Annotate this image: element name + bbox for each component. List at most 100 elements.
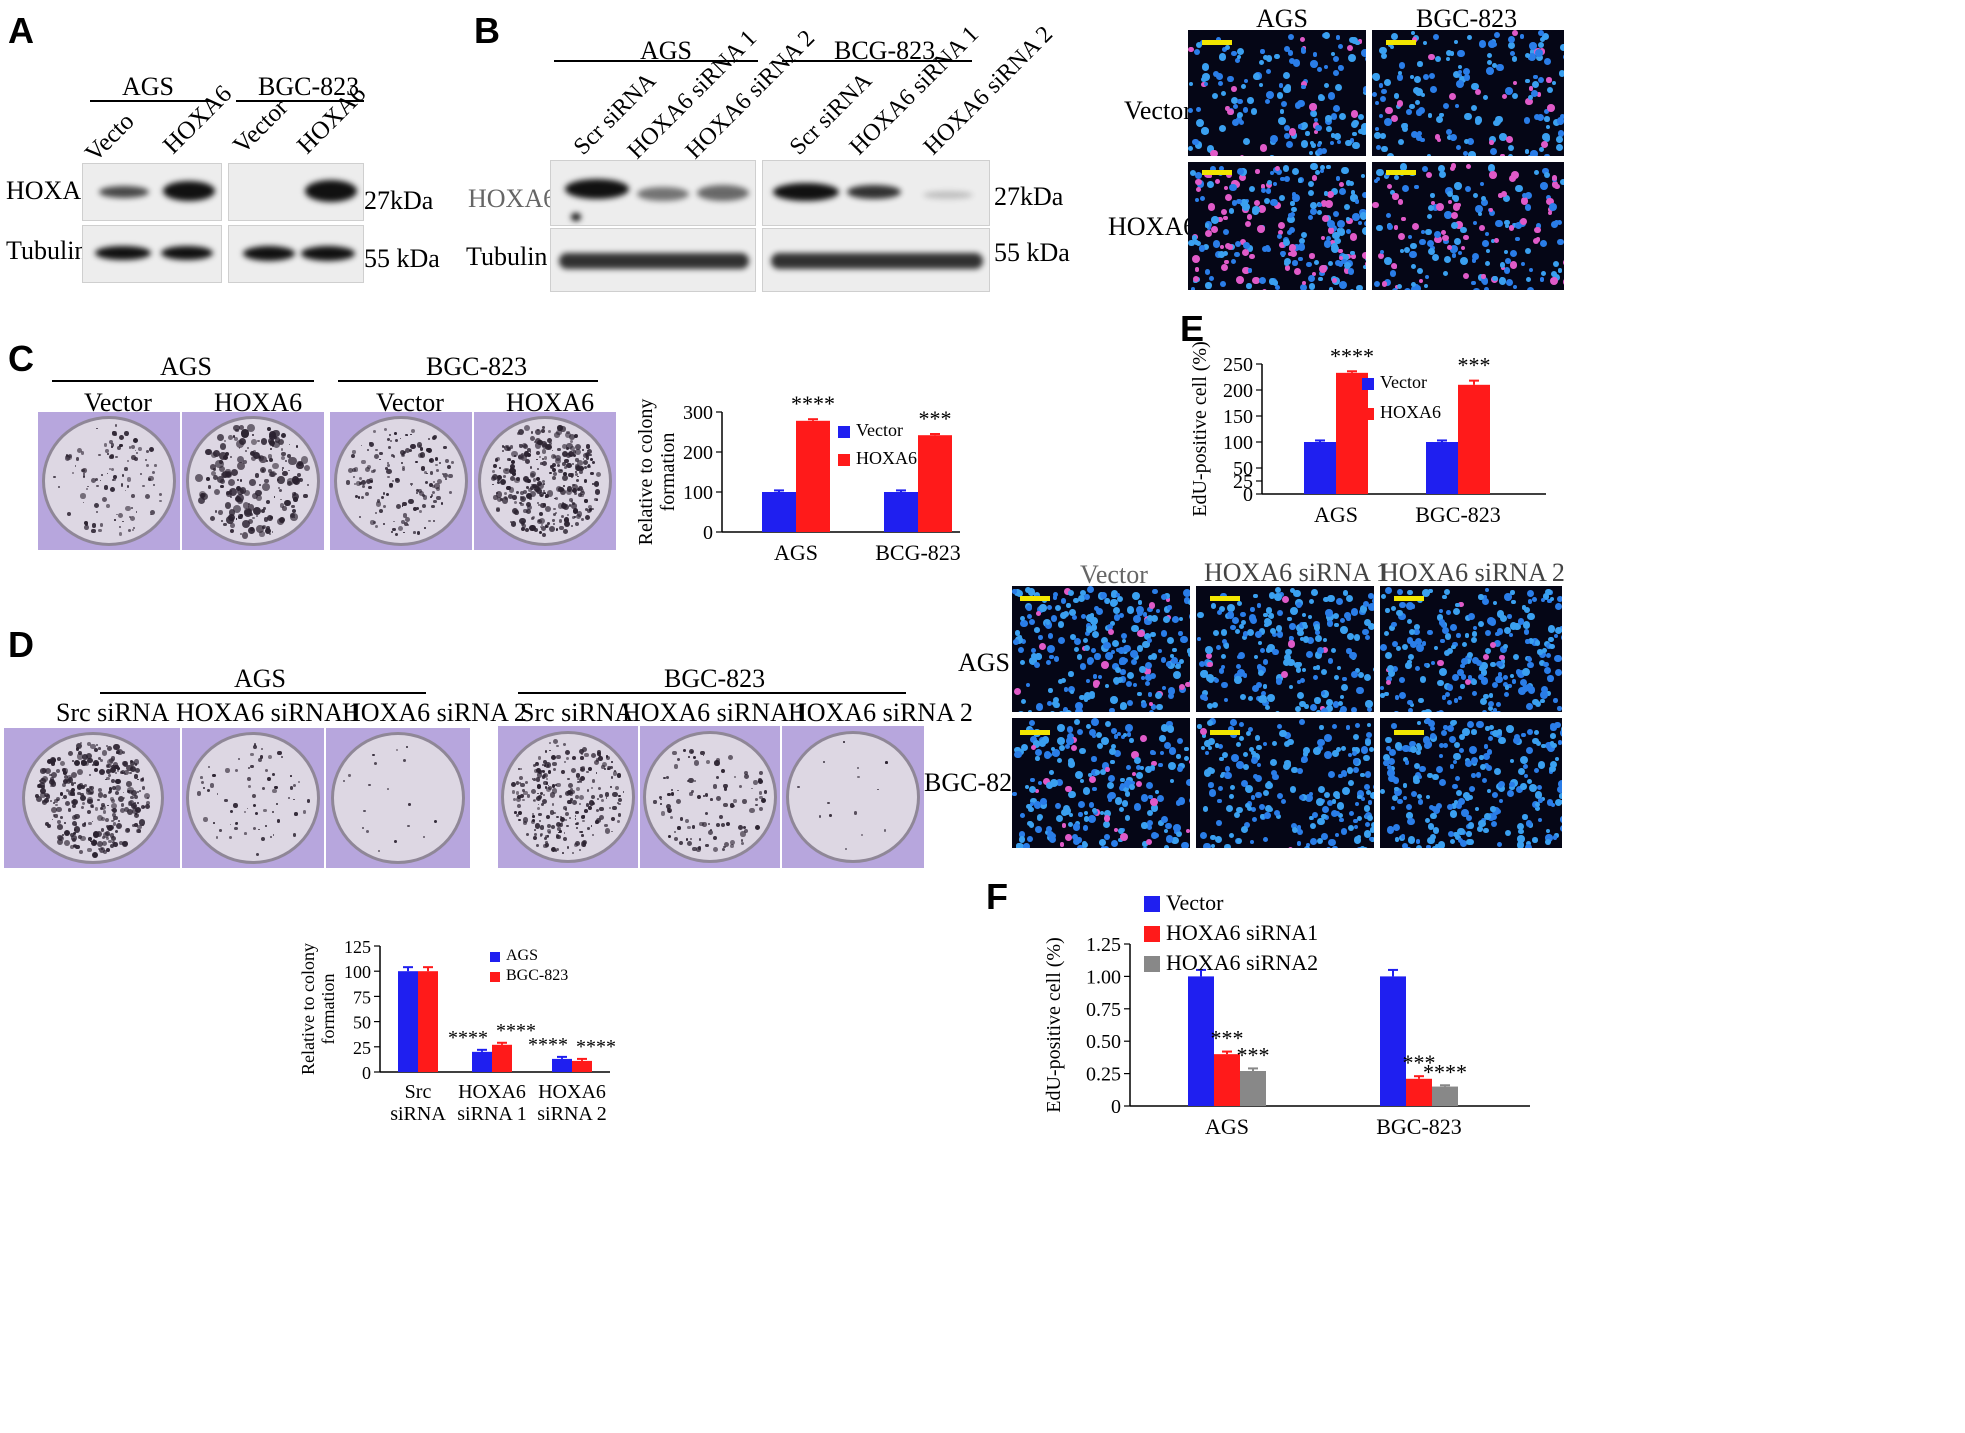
significance-mark: *** — [1458, 353, 1491, 378]
colony-d-group-bgc: BGC-823 — [664, 664, 766, 693]
category-label: AGS — [1314, 502, 1358, 527]
y-tick-label: 125 — [344, 937, 371, 957]
blot-b-size-55: 55 kDa — [994, 238, 1070, 267]
category-label: BCG-823 — [875, 540, 961, 565]
colony-c-group-ags-line — [52, 380, 314, 382]
edu-image-bgc-hoxa6 — [1372, 162, 1564, 290]
y-axis-label: Relative to colonyformation — [635, 399, 679, 546]
bar — [492, 1044, 512, 1072]
bar — [398, 971, 418, 1072]
blot-b-hoxa6-right — [762, 160, 990, 226]
y-tick-label: 250 — [1223, 354, 1253, 376]
y-tick-label: 25 — [353, 1038, 371, 1058]
edu-top-col-bgc: BGC-823 — [1416, 4, 1518, 33]
legend-swatch — [490, 952, 500, 962]
blot-b-row-tubulin: Tubulin — [466, 242, 548, 271]
significance-mark: **** — [496, 1020, 536, 1042]
colony-d-cond-3: HOXA6 siRNA 2 — [342, 698, 527, 727]
colony-d-group-ags-line — [100, 692, 426, 694]
blot-a-group-bgc-line — [236, 100, 364, 102]
scale-bar — [1210, 596, 1240, 601]
category-label: HOXA6 — [458, 1081, 526, 1103]
y-tick-label: 0.50 — [1086, 1031, 1121, 1053]
bar — [552, 1058, 572, 1072]
significance-mark: *** — [1211, 1026, 1244, 1051]
edu-image-bgc-vector — [1372, 30, 1564, 156]
category-label: BGC-823 — [1376, 1114, 1462, 1139]
y-tick-label: 0 — [703, 522, 713, 544]
category-label: Src — [405, 1081, 432, 1103]
blot-b-lane-6: HOXA6 siRNA 2 — [918, 21, 1058, 161]
colony-plate-ags-vector — [38, 412, 180, 550]
blot-b-tubulin-right — [762, 228, 990, 292]
scale-bar — [1020, 596, 1050, 601]
panel-label-c: C — [8, 338, 34, 379]
blot-b-row-hoxa6: HOXA6 — [468, 184, 557, 213]
edu-top-row-hoxa6: HOXA6 — [1108, 212, 1197, 241]
y-tick-label: 50 — [353, 1013, 371, 1033]
panel-label-f: F — [986, 876, 1008, 917]
chart-d-colony-formation: 0 25 50 75 100 125 Relative to colonyformation… — [298, 937, 616, 1125]
legend-swatch — [838, 426, 850, 438]
panel-label-d: D — [8, 624, 34, 665]
blot-a-row-hoxa6: HOXA6 — [6, 176, 95, 205]
bar — [1240, 1071, 1266, 1106]
scale-bar — [1394, 596, 1424, 601]
bar — [572, 1060, 592, 1072]
colony-d-cond-1: Src siRNA — [56, 698, 170, 727]
colony-plate-ags-si2 — [326, 728, 470, 868]
blot-a-group-bgc: BGC-823 — [258, 72, 360, 101]
edu-image-bgc-si2 — [1380, 718, 1562, 848]
colony-d-cond-2: HOXA6 siRNA 1 — [176, 698, 361, 727]
category-label: siRNA — [390, 1103, 446, 1125]
y-tick-label: 100 — [344, 962, 371, 982]
significance-mark: **** — [528, 1034, 568, 1056]
y-tick-label: 25 — [1233, 471, 1253, 493]
edu-bot-col-si1: HOXA6 siRNA 1 — [1204, 558, 1389, 587]
colony-d-cond-6: HOXA6 siRNA 2 — [788, 698, 973, 727]
blot-a-size-55: 55 kDa — [364, 244, 440, 273]
category-label: siRNA 2 — [537, 1103, 606, 1125]
edu-image-bgc-vector-si — [1012, 718, 1190, 848]
blot-b-group-bcg-line — [782, 60, 972, 62]
bar — [472, 1051, 492, 1072]
category-label: AGS — [774, 540, 818, 565]
blot-a-lane-3: Vector — [228, 94, 294, 160]
blot-a-hoxa6-right — [228, 163, 364, 221]
blot-a-tubulin-right — [228, 225, 364, 283]
edu-image-ags-si2 — [1380, 586, 1562, 712]
colony-d-cond-5: HOXA6 siRNA 1 — [622, 698, 807, 727]
significance-mark: **** — [576, 1036, 616, 1058]
blot-b-tubulin-left — [550, 228, 756, 292]
legend-swatch — [1144, 956, 1160, 972]
category-label: siRNA 1 — [457, 1103, 526, 1125]
bar — [1214, 1054, 1240, 1106]
blot-a-group-ags-line — [90, 100, 210, 102]
y-tick-label: 0 — [1243, 484, 1253, 506]
legend-label: HOXA6 — [856, 448, 917, 468]
y-tick-label: 0 — [1111, 1096, 1121, 1118]
legend-swatch — [1362, 408, 1374, 420]
edu-image-ags-hoxa6 — [1188, 162, 1366, 290]
bar — [762, 492, 796, 532]
panel-label-e: E — [1180, 308, 1205, 349]
category-label: HOXA6 — [538, 1081, 606, 1103]
bar — [796, 420, 830, 532]
colony-c-group-bgc-line — [338, 380, 598, 382]
y-tick-label: 300 — [683, 402, 713, 424]
y-tick-label: 100 — [1223, 432, 1253, 454]
legend-swatch — [1144, 926, 1160, 942]
legend-label: HOXA6 siRNA1 — [1166, 920, 1318, 945]
legend-label: BGC-823 — [506, 967, 568, 984]
bar — [884, 492, 918, 532]
colony-plate-bgc-si2 — [782, 726, 924, 868]
legend-swatch — [838, 454, 850, 466]
scale-bar — [1202, 40, 1232, 45]
bar — [1188, 976, 1214, 1106]
category-label: BGC-823 — [1415, 502, 1501, 527]
significance-mark: *** — [919, 406, 952, 431]
bar — [1336, 372, 1368, 494]
y-axis-label: EdU-positive cell (%) — [1189, 341, 1211, 517]
bar — [1406, 1078, 1432, 1106]
blot-b-size-27: 27kDa — [994, 182, 1064, 211]
